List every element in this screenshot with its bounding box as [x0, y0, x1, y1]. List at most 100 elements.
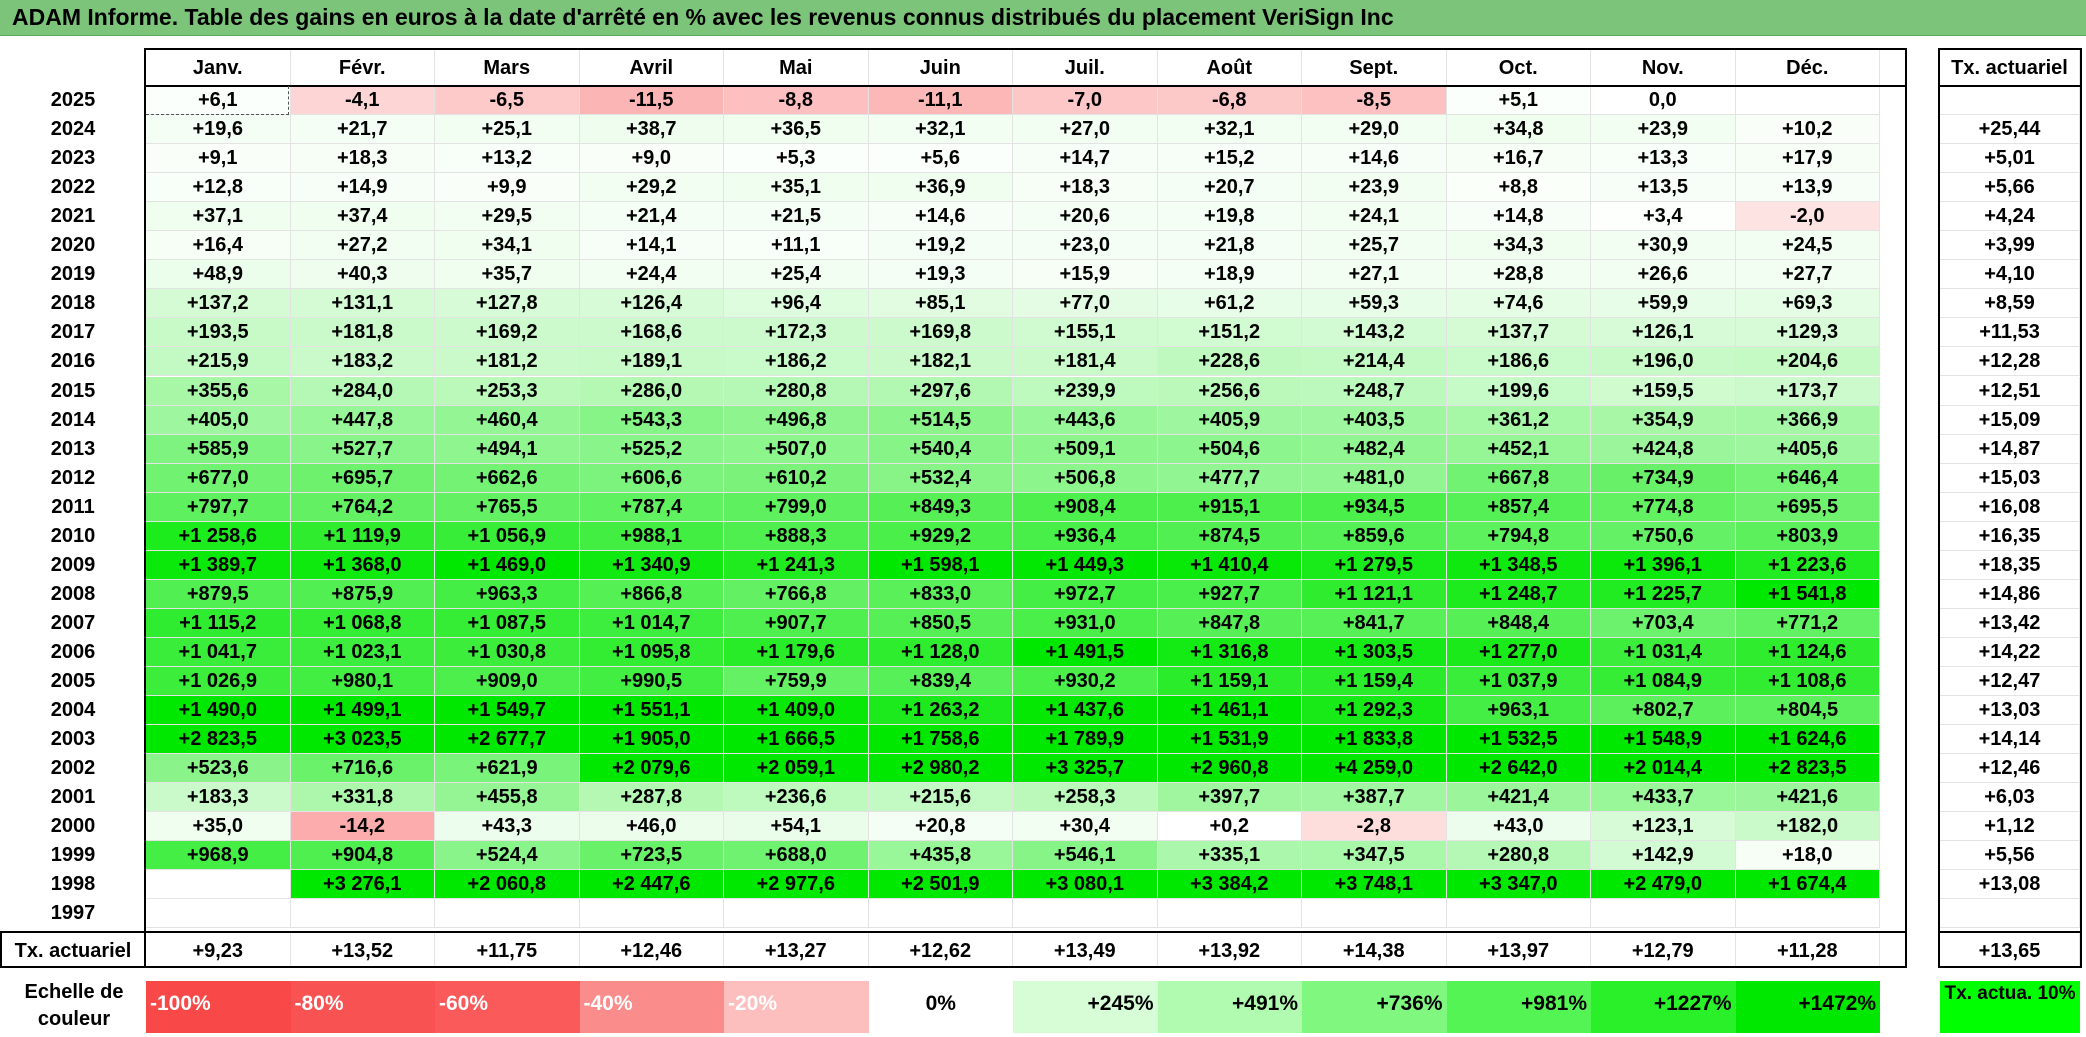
gain-cell: +29,2 [579, 173, 724, 203]
gain-cell: +18,3 [1013, 173, 1158, 203]
gain-cell: +1 469,0 [435, 550, 580, 580]
gain-cell: +841,7 [1302, 608, 1447, 638]
gain-cell: +606,6 [579, 463, 724, 493]
gain-cell: +137,7 [1446, 318, 1591, 348]
gain-cell: +514,5 [868, 405, 1013, 435]
gain-cell: +40,3 [290, 260, 435, 290]
gain-cell: +36,9 [868, 173, 1013, 203]
gain-cell: +17,9 [1735, 144, 1880, 174]
gain-cell: +1 490,0 [146, 696, 291, 726]
month-header: Avril [579, 50, 724, 86]
gain-cell: +186,2 [724, 347, 869, 377]
gain-cell: +688,0 [724, 841, 869, 871]
gain-cell: +248,7 [1302, 376, 1447, 406]
year-label: 2010 [50, 524, 96, 547]
gain-cell: +2 501,9 [868, 870, 1013, 900]
gain-cell: +16,7 [1446, 144, 1591, 174]
year-label: 2016 [50, 350, 96, 373]
gain-cell: +48,9 [146, 260, 291, 290]
gain-cell: +9,9 [435, 173, 580, 203]
scale-swatch: -40% [579, 981, 724, 1033]
month-header: Déc. [1735, 50, 1880, 86]
gain-cell: +540,4 [868, 434, 1013, 464]
gain-cell: +703,4 [1591, 608, 1736, 638]
gain-cell: +1 119,9 [290, 521, 435, 551]
gain-cell: +2 079,6 [579, 754, 724, 784]
gain-cell: +3 080,1 [1013, 870, 1158, 900]
gain-cell: +1 248,7 [1446, 579, 1591, 609]
month-header: Févr. [290, 50, 435, 86]
gain-cell: +1 598,1 [868, 550, 1013, 580]
gain-cell: +15,2 [1157, 144, 1302, 174]
gain-cell: +1 541,8 [1735, 579, 1880, 609]
gain-cell: +447,8 [290, 405, 435, 435]
gain-cell: +11,1 [724, 231, 869, 261]
gain-cell: +77,0 [1013, 289, 1158, 319]
header-divider [144, 85, 1907, 87]
gain-cell: +181,8 [290, 318, 435, 348]
gain-cell [146, 899, 291, 929]
gain-cell: +13,9 [1735, 173, 1880, 203]
gain-cell: +14,9 [290, 173, 435, 203]
gain-cell: +96,4 [724, 289, 869, 319]
gain-cell: +1 128,0 [868, 637, 1013, 667]
month-header: Nov. [1591, 50, 1736, 86]
gain-cell: +523,6 [146, 754, 291, 784]
gain-cell: +1 303,5 [1302, 637, 1447, 667]
tx-actuariel-cell: +13,03 [1940, 696, 2080, 726]
gain-cell: +850,5 [868, 608, 1013, 638]
gain-cell: +1 396,1 [1591, 550, 1736, 580]
gain-cell: +1 241,3 [724, 550, 869, 580]
gain-cell: +155,1 [1013, 318, 1158, 348]
gain-cell: +186,6 [1446, 347, 1591, 377]
gain-cell: +19,3 [868, 260, 1013, 290]
gain-cell: +397,7 [1157, 783, 1302, 813]
gain-cell: +1 532,5 [1446, 725, 1591, 755]
gain-cell: +34,8 [1446, 115, 1591, 145]
gain-cell: +182,0 [1735, 812, 1880, 842]
gain-cell: +137,2 [146, 289, 291, 319]
gain-cell: +1 023,1 [290, 637, 435, 667]
gain-cell: +1 905,0 [579, 725, 724, 755]
gain-cell: +1 449,3 [1013, 550, 1158, 580]
gain-cell: +21,4 [579, 202, 724, 232]
gain-cell: +143,2 [1302, 318, 1447, 348]
gain-cell: +13,5 [1591, 173, 1736, 203]
gain-cell: +204,6 [1735, 347, 1880, 377]
year-label: 2025 [50, 89, 96, 111]
tx-actuariel-cell: +5,56 [1940, 841, 2080, 871]
gain-cell: +355,6 [146, 376, 291, 406]
gain-cell: +228,6 [1157, 347, 1302, 377]
year-label: 2009 [50, 553, 96, 576]
gain-cell: +667,8 [1446, 463, 1591, 493]
gain-cell: +421,4 [1446, 783, 1591, 813]
year-label: 2000 [50, 815, 96, 838]
gain-cell [1591, 899, 1736, 929]
page-title: ADAM Informe. Table des gains en euros à… [12, 4, 1394, 30]
gain-cell: +460,4 [435, 405, 580, 435]
gain-cell: +875,9 [290, 579, 435, 609]
month-header: Sept. [1302, 50, 1447, 86]
gain-cell: +455,8 [435, 783, 580, 813]
gain-cell: +59,3 [1302, 289, 1447, 319]
gain-cell: +1 084,9 [1591, 667, 1736, 697]
gain-cell: +59,9 [1591, 289, 1736, 319]
year-label: 2017 [50, 321, 96, 344]
gain-cell: +543,3 [579, 405, 724, 435]
gain-cell: +1 461,1 [1157, 696, 1302, 726]
gain-cell: +1 121,1 [1302, 579, 1447, 609]
footer-divider [144, 931, 1907, 933]
gain-cell: +215,9 [146, 347, 291, 377]
gain-cell: +30,4 [1013, 812, 1158, 842]
gain-cell: +1 624,6 [1735, 725, 1880, 755]
scale-swatch: -20% [724, 981, 869, 1033]
gain-cell: +452,1 [1446, 434, 1591, 464]
gain-cell: +189,1 [579, 347, 724, 377]
gain-cell [146, 870, 291, 900]
tx-actuariel-cell: +14,14 [1940, 725, 2080, 755]
gain-cell: +2 960,8 [1157, 754, 1302, 784]
gain-cell: +126,1 [1591, 318, 1736, 348]
gain-cell: +1 316,8 [1157, 637, 1302, 667]
gain-cell: +3 748,1 [1302, 870, 1447, 900]
gain-cell: +1 389,7 [146, 550, 291, 580]
